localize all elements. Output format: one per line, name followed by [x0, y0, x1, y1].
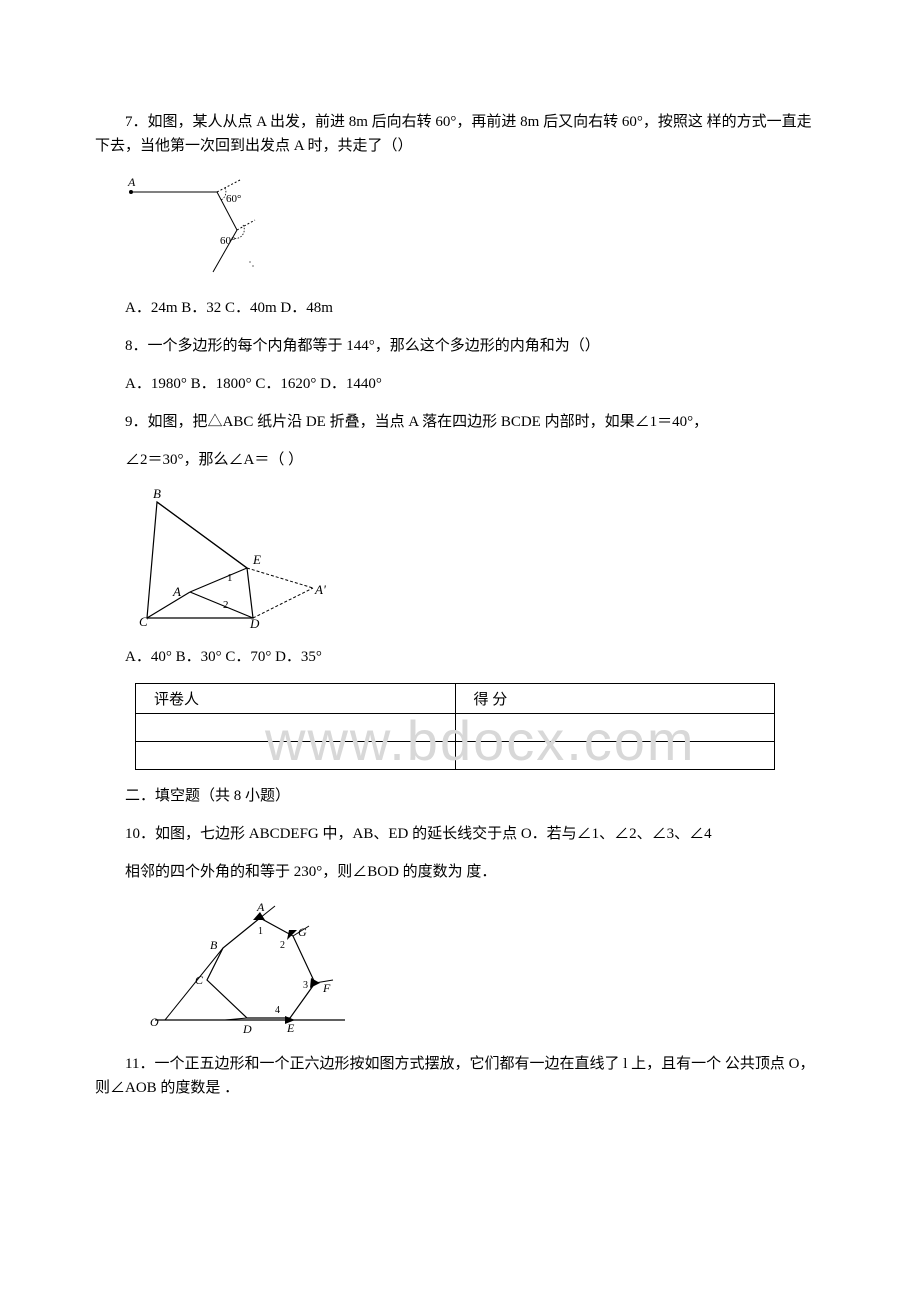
q11-text: 11．一个正五边形和一个正六边形按如图方式摆放，它们都有一边在直线了 l 上，且…	[95, 1052, 825, 1100]
q10-text: 10．如图，七边形 ABCDEFG 中，AB、ED 的延长线交于点 O．若与∠1…	[95, 822, 825, 846]
q7-figure: A 60° 60°	[125, 172, 825, 282]
q9-text2: ∠2＝30°，那么∠A＝（ ）	[95, 448, 825, 472]
q7-angle-2: 60°	[220, 235, 235, 247]
score-cell-1	[136, 714, 456, 742]
q10-label-3: 3	[303, 980, 308, 991]
score-cell-2	[455, 714, 775, 742]
q9-label-1: 1	[227, 572, 233, 584]
score-cell-4	[455, 742, 775, 770]
q10-label-c: C	[195, 973, 204, 987]
q8-options: A．1980° B．1800° C．1620° D．1440°	[95, 372, 825, 396]
score-col1-header: 评卷人	[136, 684, 456, 714]
q7-text: 7．如图，某人从点 A 出发，前进 8m 后向右转 60°，再前进 8m 后又向…	[95, 110, 825, 158]
q10-text2: 相邻的四个外角的和等于 230°，则∠BOD 的度数为 度．	[95, 860, 825, 884]
q10-label-b: B	[210, 938, 218, 952]
q10-figure: O A B C D E F G 1 2 3 4	[145, 898, 825, 1038]
q10-label-o: O	[150, 1015, 159, 1029]
q10-label-d: D	[242, 1022, 252, 1036]
q7-label-a: A	[127, 175, 136, 189]
q9-label-b: B	[153, 486, 161, 501]
q9-figure: B C A E D A' 1 2	[125, 486, 825, 631]
q9-options: A．40° B．30° C．70° D．35°	[95, 645, 825, 669]
q9-label-a: A	[172, 584, 181, 599]
score-col2-header: 得 分	[455, 684, 775, 714]
q9-label-e: E	[252, 552, 261, 567]
score-cell-3	[136, 742, 456, 770]
q10-label-e: E	[286, 1021, 295, 1035]
q7-angle-1: 60°	[226, 193, 241, 205]
q7-options: A．24m B．32 C．40m D．48m	[95, 296, 825, 320]
q8-text: 8．一个多边形的每个内角都等于 144°，那么这个多边形的内角和为（）	[95, 334, 825, 358]
q10-label-1: 1	[258, 926, 263, 937]
q9-text: 9．如图，把△ABC 纸片沿 DE 折叠，当点 A 落在四边形 BCDE 内部时…	[95, 410, 825, 434]
q9-label-ap: A'	[314, 582, 326, 597]
q10-label-a: A	[256, 900, 265, 914]
score-table: 评卷人 得 分	[135, 683, 775, 770]
q10-label-2: 2	[280, 940, 285, 951]
q10-label-f: F	[322, 981, 331, 995]
q9-label-2: 2	[223, 599, 229, 611]
q10-label-4: 4	[275, 1005, 280, 1016]
section2-title: 二．填空题（共 8 小题）	[95, 784, 825, 808]
